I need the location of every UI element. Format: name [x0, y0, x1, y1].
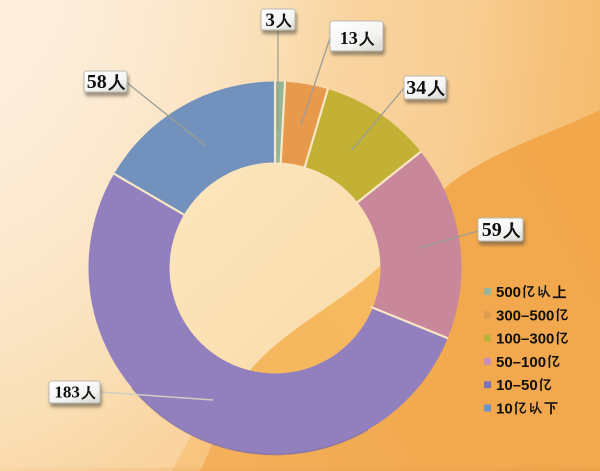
svg-text:58: 58: [87, 71, 107, 93]
svg-text:59: 59: [482, 219, 502, 241]
svg-text:13: 13: [340, 28, 358, 48]
svg-text:183: 183: [54, 383, 80, 402]
svg-text:300–500: 300–500: [496, 307, 554, 324]
svg-text:10: 10: [496, 401, 513, 418]
svg-text:34: 34: [406, 77, 426, 99]
svg-text:50–100: 50–100: [496, 354, 546, 371]
svg-text:100–300: 100–300: [496, 331, 554, 348]
svg-text:500: 500: [496, 284, 521, 301]
svg-text:3: 3: [265, 10, 275, 31]
svg-text:10–50: 10–50: [496, 377, 538, 394]
